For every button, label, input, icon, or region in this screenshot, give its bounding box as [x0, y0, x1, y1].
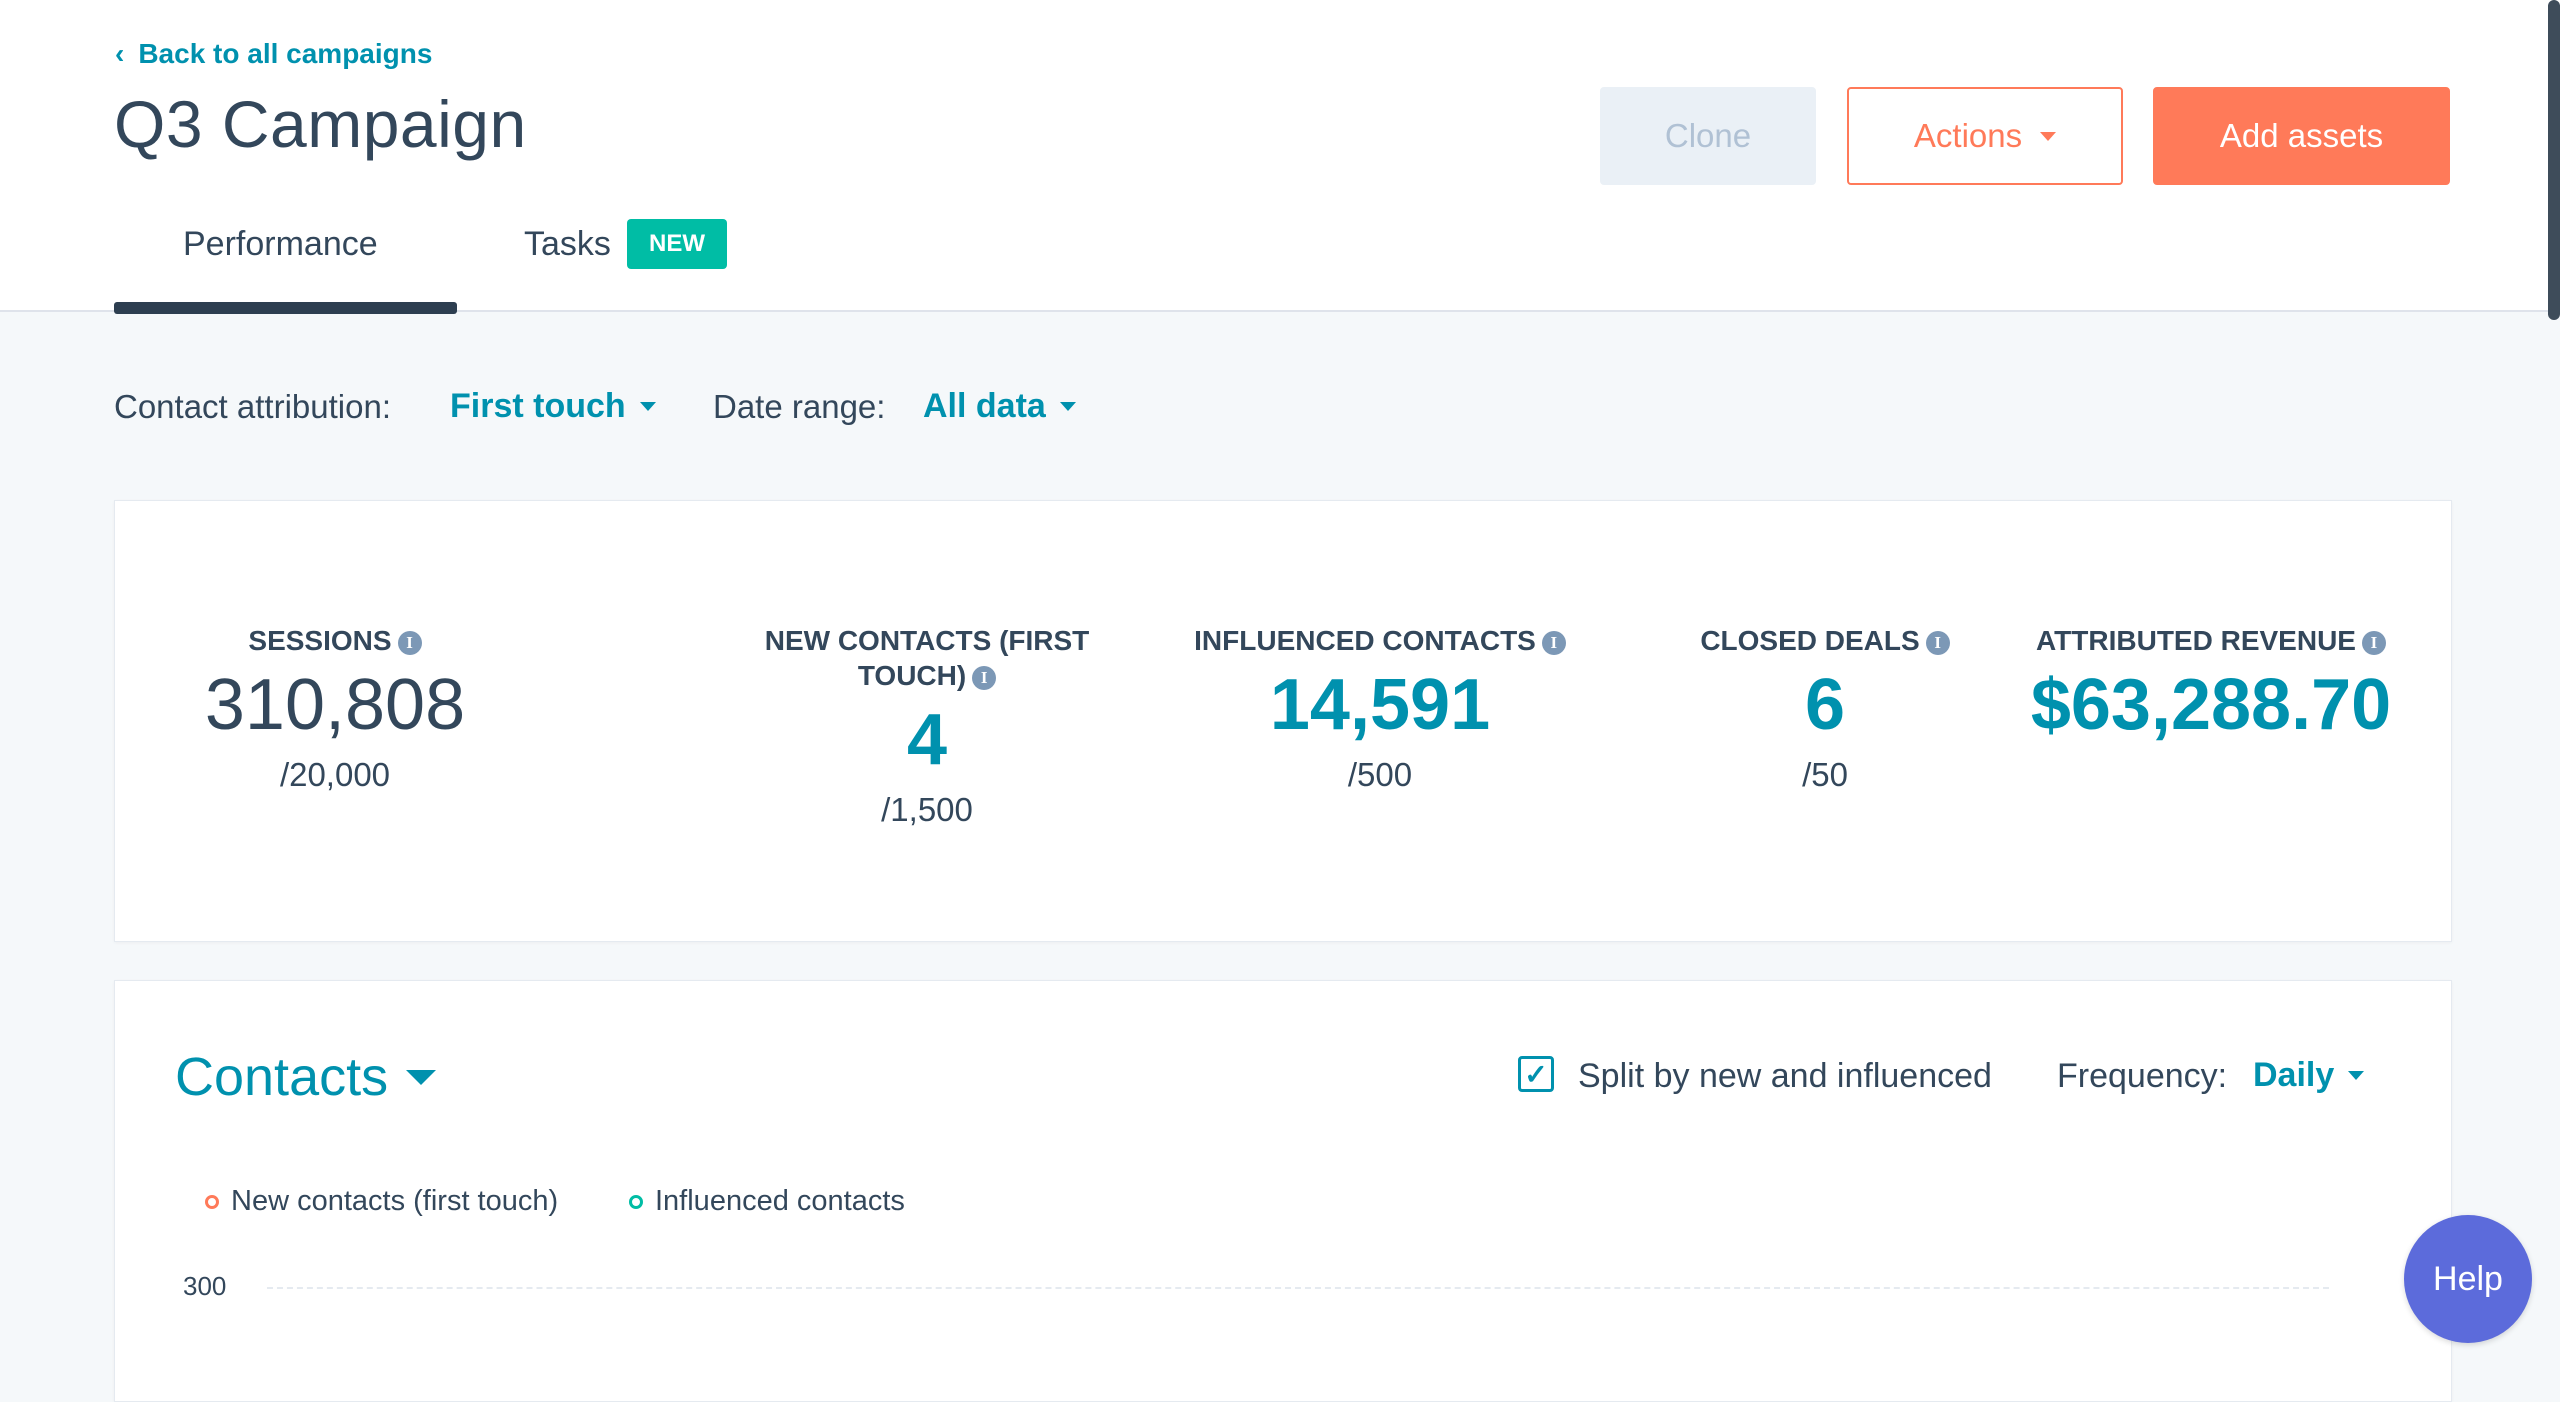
add-assets-button[interactable]: Add assets [2153, 87, 2450, 185]
kpi-goal: /20,000 [279, 756, 391, 793]
kpi-value: 310,808 [204, 665, 466, 745]
kpi-influenced-contacts: INFLUENCED CONTACTS i 14,591 /500 [1115, 623, 1645, 794]
chart-title: Contacts [175, 1047, 389, 1107]
kpi-label: CLOSED DEALS i [1615, 623, 2035, 658]
kpi-value: $63,288.70 [2030, 665, 2392, 745]
chevron-left-icon: ‹ [115, 38, 125, 69]
kpi-label-text: SESSIONS [248, 625, 392, 656]
caret-down-icon [2040, 131, 2057, 141]
kpi-card: SESSIONS i 310,808 /20,000 NEW CONTACTS (… [114, 500, 2452, 942]
caret-down-icon [1059, 402, 1076, 411]
kpi-goal: /500 [1347, 756, 1413, 793]
kpi-label-text: INFLUENCED CONTACTS [1194, 625, 1536, 656]
date-range-label: Date range: [713, 388, 886, 425]
attribution-value: First touch [450, 387, 626, 425]
back-to-campaigns-link[interactable]: ‹ Back to all campaigns [115, 38, 432, 70]
kpi-goal: /1,500 [881, 791, 973, 828]
add-assets-button-label: Add assets [2219, 117, 2384, 154]
frequency-label: Frequency: [2057, 1057, 2228, 1095]
tab-performance[interactable]: Performance [183, 225, 378, 263]
grid-line [267, 1287, 2329, 1289]
frequency-value: Daily [2253, 1056, 2335, 1094]
info-icon[interactable]: i [1541, 630, 1566, 655]
caret-down-icon [639, 402, 656, 411]
kpi-label-text: NEW CONTACTS (FIRST TOUCH) [764, 625, 1090, 691]
clone-button[interactable]: Clone [1600, 87, 1816, 185]
clone-button-label: Clone [1664, 117, 1752, 154]
help-button[interactable]: Help [2404, 1215, 2532, 1343]
campaign-header: ‹ Back to all campaigns Q3 Campaign Clon… [0, 0, 2560, 314]
kpi-label-text: ATTRIBUTED REVENUE [2036, 625, 2356, 656]
date-range-value: All data [923, 387, 1046, 425]
page-scrollbar[interactable] [2548, 0, 2560, 320]
attribution-dropdown[interactable]: First touch [450, 387, 656, 426]
frequency-dropdown[interactable]: Daily [2253, 1056, 2365, 1095]
chart-metric-dropdown[interactable]: Contacts [175, 1046, 437, 1108]
info-icon[interactable]: i [397, 630, 422, 655]
kpi-closed-deals: CLOSED DEALS i 6 /50 [1615, 623, 2035, 794]
back-link-label: Back to all campaigns [138, 38, 433, 69]
checkmark-icon: ✓ [1524, 1058, 1548, 1090]
kpi-goal: /50 [1802, 756, 1848, 793]
kpi-value: 4 [906, 700, 948, 780]
kpi-label: INFLUENCED CONTACTS i [1115, 623, 1645, 658]
kpi-value: 14,591 [1269, 665, 1491, 745]
kpi-new-contacts: NEW CONTACTS (FIRST TOUCH) i 4 /1,500 [707, 623, 1147, 829]
kpi-label: NEW CONTACTS (FIRST TOUCH) i [707, 623, 1147, 693]
info-icon[interactable]: i [972, 665, 997, 690]
tab-tasks[interactable]: Tasks [524, 225, 611, 263]
split-checkbox[interactable]: ✓ [1518, 1056, 1554, 1092]
info-icon[interactable]: i [2361, 630, 2386, 655]
new-badge: NEW [627, 219, 727, 269]
kpi-value: 6 [1804, 665, 1846, 745]
help-label: Help [2433, 1259, 2503, 1298]
kpi-label: ATTRIBUTED REVENUE i [2001, 623, 2421, 658]
active-tab-indicator [114, 302, 457, 314]
legend-label: Influenced contacts [655, 1185, 905, 1217]
contacts-chart-card: Contacts ✓ Split by new and influenced F… [114, 980, 2452, 1402]
kpi-attributed-revenue: ATTRIBUTED REVENUE i $63,288.70 [2001, 623, 2421, 756]
info-icon[interactable]: i [1925, 630, 1950, 655]
caret-down-icon [2348, 1071, 2365, 1080]
actions-button-label: Actions [1913, 117, 2023, 154]
split-label: Split by new and influenced [1578, 1057, 1992, 1095]
kpi-sessions: SESSIONS i 310,808 /20,000 [115, 623, 555, 794]
attribution-label: Contact attribution: [114, 388, 391, 425]
actions-button[interactable]: Actions [1847, 87, 2123, 185]
legend-marker [205, 1194, 219, 1209]
legend-label: New contacts (first touch) [231, 1185, 559, 1217]
legend-influenced-contacts[interactable]: Influenced contacts [629, 1185, 905, 1218]
legend-new-contacts[interactable]: New contacts (first touch) [205, 1185, 558, 1218]
date-range-dropdown[interactable]: All data [923, 387, 1076, 426]
page-title: Q3 Campaign [114, 87, 527, 161]
y-axis-tick: 300 [183, 1271, 227, 1301]
legend-marker [629, 1194, 643, 1209]
caret-down-icon [406, 1069, 437, 1085]
kpi-label-text: CLOSED DEALS [1700, 625, 1920, 656]
kpi-label: SESSIONS i [115, 623, 555, 658]
